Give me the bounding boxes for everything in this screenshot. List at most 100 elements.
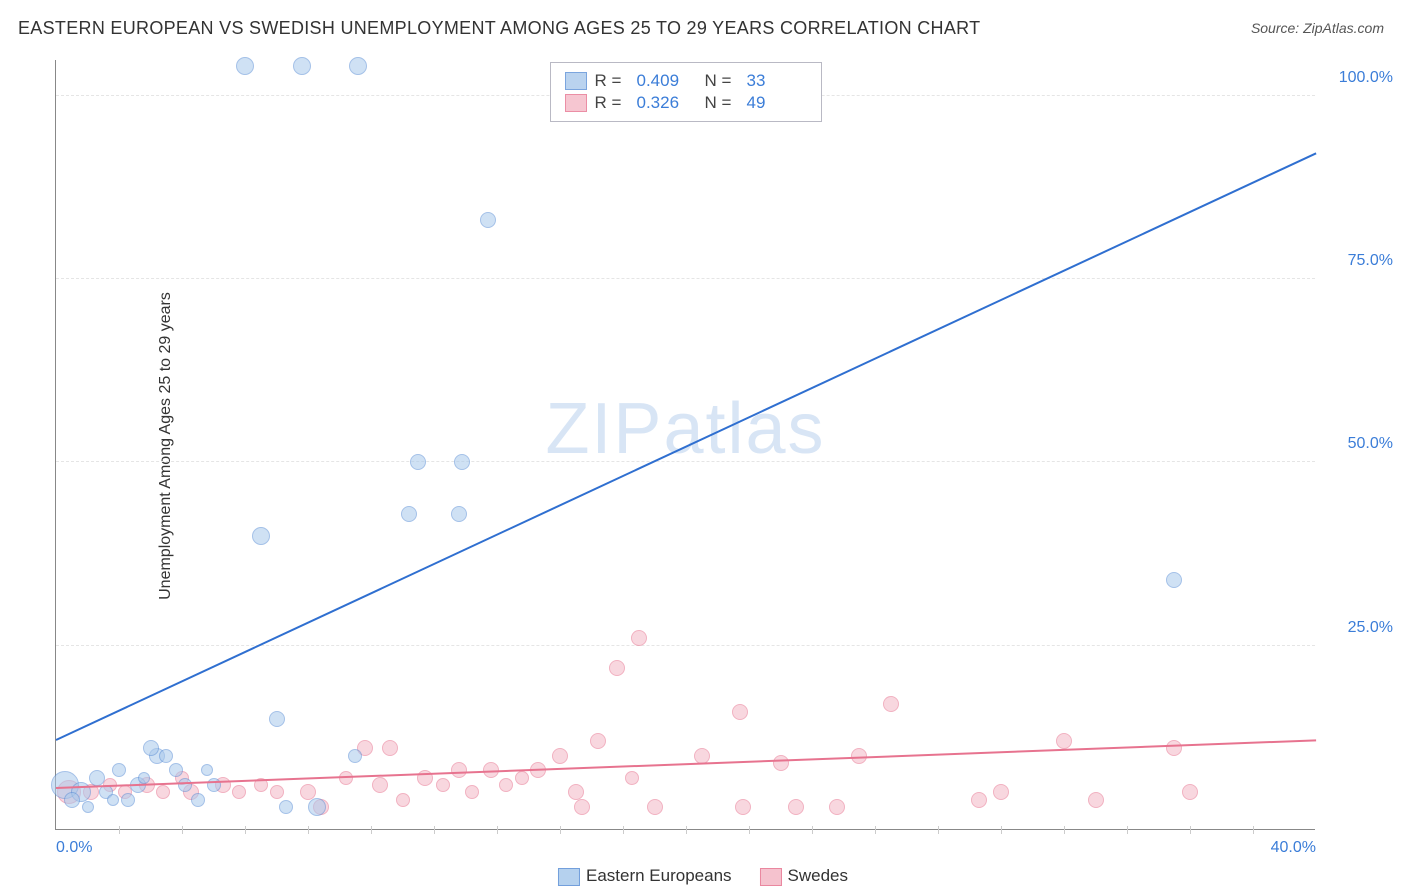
x-tick-mark bbox=[938, 826, 939, 834]
data-point-eastern bbox=[451, 506, 467, 522]
x-tick-mark bbox=[812, 826, 813, 834]
data-point-swedes bbox=[647, 799, 663, 815]
data-point-eastern bbox=[454, 454, 470, 470]
data-point-eastern bbox=[169, 763, 183, 777]
x-tick-mark bbox=[1001, 826, 1002, 834]
gridline bbox=[56, 461, 1315, 462]
data-point-eastern bbox=[64, 792, 80, 808]
data-point-swedes bbox=[499, 778, 513, 792]
data-point-eastern bbox=[236, 57, 254, 75]
y-tick-label: 50.0% bbox=[1348, 435, 1393, 453]
data-point-swedes bbox=[232, 785, 246, 799]
data-point-swedes bbox=[971, 792, 987, 808]
legend-r-label: R = bbox=[595, 93, 629, 113]
data-point-eastern bbox=[178, 778, 192, 792]
trend-line bbox=[56, 152, 1317, 740]
data-point-swedes bbox=[993, 784, 1009, 800]
trend-line bbox=[56, 739, 1316, 789]
legend-swatch bbox=[565, 94, 587, 112]
legend-row: R = 0.409 N = 33 bbox=[565, 71, 807, 91]
legend-swatch bbox=[565, 72, 587, 90]
x-tick-mark bbox=[245, 826, 246, 834]
x-tick-mark bbox=[182, 826, 183, 834]
x-tick-mark bbox=[497, 826, 498, 834]
data-point-eastern bbox=[138, 772, 150, 784]
legend-row: R =0.326N =49 bbox=[565, 93, 807, 113]
data-point-eastern bbox=[191, 793, 205, 807]
data-point-swedes bbox=[568, 784, 584, 800]
legend-item: Swedes bbox=[760, 866, 848, 886]
x-tick-mark bbox=[1064, 826, 1065, 834]
data-point-eastern bbox=[143, 740, 159, 756]
legend-n-value: 49 bbox=[747, 93, 807, 113]
data-point-eastern bbox=[308, 798, 326, 816]
data-point-swedes bbox=[1088, 792, 1104, 808]
data-point-swedes bbox=[590, 733, 606, 749]
gridline bbox=[56, 645, 1315, 646]
legend-r-label: R = bbox=[595, 71, 629, 91]
x-tick-mark bbox=[1190, 826, 1191, 834]
data-point-eastern bbox=[410, 454, 426, 470]
legend-n-label: N = bbox=[705, 93, 739, 113]
data-point-swedes bbox=[694, 748, 710, 764]
data-point-swedes bbox=[773, 755, 789, 771]
x-tick-mark bbox=[119, 826, 120, 834]
data-point-swedes bbox=[382, 740, 398, 756]
data-point-eastern bbox=[252, 527, 270, 545]
legend-n-label: N = bbox=[705, 71, 739, 91]
data-point-swedes bbox=[465, 785, 479, 799]
x-tick-mark bbox=[875, 826, 876, 834]
x-tick-mark bbox=[686, 826, 687, 834]
data-point-swedes bbox=[829, 799, 845, 815]
data-point-swedes bbox=[1182, 784, 1198, 800]
legend-label: Swedes bbox=[788, 866, 848, 885]
data-point-eastern bbox=[293, 57, 311, 75]
x-tick-mark bbox=[560, 826, 561, 834]
x-tick-mark bbox=[308, 826, 309, 834]
correlation-legend: R =0.409N =33R =0.326N =49 bbox=[550, 62, 822, 122]
data-point-eastern bbox=[269, 711, 285, 727]
plot-area: ZIPatlas R =0.409N =33R =0.326N =49 25.0… bbox=[55, 60, 1315, 830]
data-point-eastern bbox=[121, 793, 135, 807]
x-tick-mark bbox=[749, 826, 750, 834]
x-tick-mark bbox=[434, 826, 435, 834]
y-tick-label: 25.0% bbox=[1348, 619, 1393, 637]
data-point-swedes bbox=[609, 660, 625, 676]
data-point-swedes bbox=[1056, 733, 1072, 749]
data-point-swedes bbox=[270, 785, 284, 799]
legend-swatch bbox=[558, 868, 580, 886]
data-point-eastern bbox=[107, 794, 119, 806]
data-point-swedes bbox=[372, 777, 388, 793]
series-legend: Eastern Europeans Swedes bbox=[558, 866, 848, 886]
legend-item: Eastern Europeans bbox=[558, 866, 732, 886]
x-tick-mark bbox=[371, 826, 372, 834]
chart-title: EASTERN EUROPEAN VS SWEDISH UNEMPLOYMENT… bbox=[18, 18, 980, 39]
data-point-swedes bbox=[735, 799, 751, 815]
data-point-eastern bbox=[159, 749, 173, 763]
data-point-swedes bbox=[788, 799, 804, 815]
data-point-eastern bbox=[349, 57, 367, 75]
gridline bbox=[56, 278, 1315, 279]
legend-n-value: 33 bbox=[747, 71, 807, 91]
data-point-eastern bbox=[112, 763, 126, 777]
data-point-eastern bbox=[348, 749, 362, 763]
data-point-swedes bbox=[625, 771, 639, 785]
legend-swatch bbox=[760, 868, 782, 886]
data-point-swedes bbox=[732, 704, 748, 720]
data-point-swedes bbox=[574, 799, 590, 815]
x-tick-label: 40.0% bbox=[1271, 839, 1316, 857]
data-point-eastern bbox=[401, 506, 417, 522]
data-point-swedes bbox=[156, 785, 170, 799]
data-point-eastern bbox=[89, 770, 105, 786]
data-point-swedes bbox=[552, 748, 568, 764]
legend-r-value: 0.409 bbox=[637, 71, 697, 91]
y-tick-label: 75.0% bbox=[1348, 252, 1393, 270]
data-point-eastern bbox=[279, 800, 293, 814]
data-point-eastern bbox=[480, 212, 496, 228]
data-point-eastern bbox=[82, 801, 94, 813]
data-point-eastern bbox=[1166, 572, 1182, 588]
x-tick-mark bbox=[1253, 826, 1254, 834]
data-point-swedes bbox=[883, 696, 899, 712]
x-tick-mark bbox=[1127, 826, 1128, 834]
data-point-swedes bbox=[396, 793, 410, 807]
